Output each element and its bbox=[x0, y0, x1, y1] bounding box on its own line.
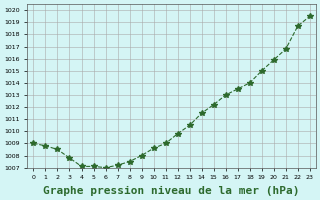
X-axis label: Graphe pression niveau de la mer (hPa): Graphe pression niveau de la mer (hPa) bbox=[44, 186, 300, 196]
